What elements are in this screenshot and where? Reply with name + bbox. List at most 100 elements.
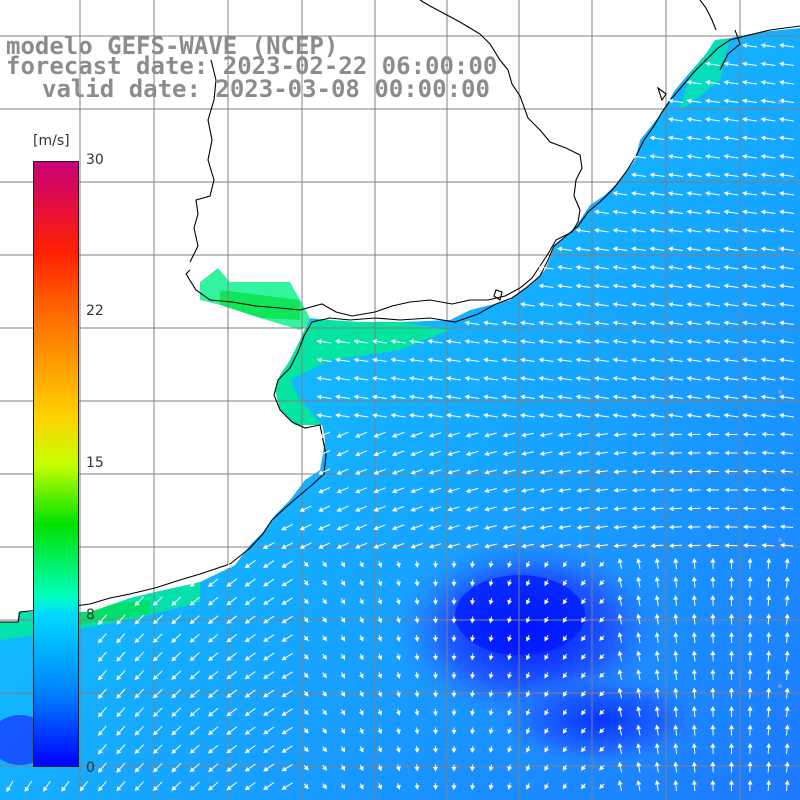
wind-arrow-head: [318, 507, 324, 512]
wind-arrow-head: [673, 631, 679, 637]
wind-arrow-head: [359, 765, 364, 772]
wind-arrow-head: [557, 339, 563, 345]
wind-arrow-head: [263, 766, 269, 772]
wind-arrow-head: [189, 637, 195, 643]
wind-arrow-head: [171, 674, 177, 680]
wind-arrow-head: [465, 543, 471, 549]
wind-arrow-head: [687, 469, 693, 475]
wind-arrow-head: [686, 228, 692, 234]
wind-arrow-head: [395, 766, 401, 772]
wind-arrow-head: [507, 673, 513, 679]
wind-arrow-head: [263, 563, 269, 569]
wind-arrow-head: [650, 524, 656, 530]
wind-arrow-head: [649, 135, 655, 141]
wind-arrow-head: [432, 766, 439, 772]
wind-arrow-head: [599, 728, 605, 734]
wind-arrow-head: [705, 394, 711, 400]
wind-arrow-head: [691, 650, 697, 656]
wind-arrow-head: [465, 488, 471, 494]
wind-arrow-head: [687, 543, 693, 549]
wind-arrow-head: [612, 265, 618, 271]
wind-arrow-head: [336, 433, 342, 438]
wind-arrow-head: [322, 599, 327, 605]
wind-arrow-head: [710, 779, 716, 785]
wind-arrow-head: [447, 488, 453, 494]
wind-arrow-head: [668, 209, 674, 215]
wind-arrow-head: [340, 691, 346, 697]
wind-arrow-head: [447, 543, 453, 549]
wind-arrow-head: [470, 785, 476, 791]
wind-arrow-head: [134, 786, 140, 792]
wind-arrow-head: [594, 506, 600, 512]
wind-arrow-head: [558, 506, 564, 512]
wind-arrow-head: [525, 599, 531, 605]
wind-arrow-head: [650, 450, 656, 456]
wind-arrow-head: [594, 302, 600, 308]
wind-arrow-head: [395, 562, 401, 568]
wind-arrow-head: [359, 784, 364, 790]
wind-arrow-head: [390, 413, 396, 419]
wind-arrow-head: [544, 673, 549, 679]
wind-arrow-head: [784, 576, 790, 582]
wind-arrow-head: [544, 599, 549, 605]
wind-arrow-head: [631, 320, 637, 326]
wind-arrow-head: [779, 228, 785, 234]
wind-arrow-head: [322, 580, 327, 586]
wind-arrow-head: [116, 619, 122, 625]
wind-arrow-head: [760, 135, 766, 141]
wind-arrow-head: [742, 468, 748, 474]
wind-arrow-head: [447, 506, 453, 512]
wind-arrow-head: [359, 599, 364, 605]
wind-arrow-head: [668, 357, 674, 363]
wind-arrow-head: [355, 470, 361, 475]
wind-arrow-head: [189, 693, 195, 699]
wind-arrow-head: [447, 525, 453, 531]
wind-arrow-head: [226, 693, 232, 698]
wind-arrow-head: [779, 357, 785, 363]
wind-arrow-head: [97, 730, 103, 736]
wind-arrow-head: [668, 413, 674, 419]
wind-arrow-head: [244, 563, 251, 569]
wind-arrow-head: [654, 632, 660, 638]
wind-arrow-head: [723, 413, 729, 419]
wind-arrow-head: [395, 710, 401, 716]
wind-arrow-head: [691, 557, 697, 563]
wind-arrow-head: [631, 432, 637, 438]
wind-arrow-head: [705, 320, 711, 326]
wind-arrow-head: [488, 673, 494, 679]
wind-arrow-head: [779, 450, 785, 456]
wind-arrow-head: [686, 117, 692, 123]
wind-arrow-head: [244, 729, 251, 735]
wind-arrow-head: [538, 339, 544, 345]
wind-arrow-head: [414, 600, 420, 606]
wind-arrow-head: [244, 748, 251, 754]
wind-arrow-head: [208, 785, 214, 791]
wind-arrow-head: [612, 413, 618, 419]
wind-arrow-head: [705, 283, 711, 289]
wind-arrow-head: [650, 432, 656, 438]
wind-arrow-head: [226, 656, 232, 661]
wind-arrow-head: [281, 600, 287, 605]
wind-arrow-head: [539, 506, 545, 512]
wind-arrow-head: [617, 724, 623, 730]
wind-arrow-head: [189, 748, 195, 754]
wind-arrow-head: [766, 761, 772, 767]
wind-arrow-head: [189, 785, 195, 791]
wind-arrow-head: [208, 656, 214, 661]
wind-arrow-head: [613, 469, 619, 475]
wind-arrow-head: [521, 488, 527, 493]
wind-arrow-head: [687, 450, 693, 456]
wind-arrow-head: [612, 339, 618, 345]
wind-arrow-head: [636, 687, 642, 693]
wind-arrow-head: [544, 636, 549, 642]
wind-arrow-head: [761, 468, 767, 474]
wind-arrow-head: [612, 357, 618, 363]
wind-arrow-head: [208, 711, 214, 717]
wind-arrow-head: [580, 672, 586, 679]
wind-arrow-head: [742, 117, 748, 123]
wind-arrow-head: [544, 691, 549, 698]
wind-arrow-head: [649, 265, 655, 271]
wind-arrow-head: [134, 712, 140, 718]
wind-arrow-head: [484, 525, 490, 530]
wind-arrow-head: [705, 246, 711, 252]
